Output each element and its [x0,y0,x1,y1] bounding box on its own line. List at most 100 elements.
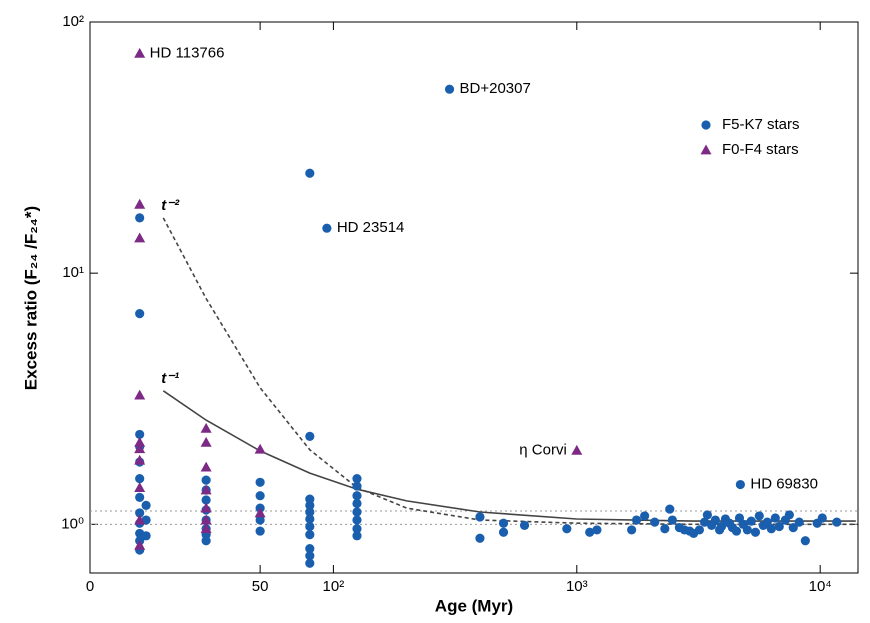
circle-point [135,213,145,223]
circle-point [352,515,362,525]
circle-point [754,511,764,521]
circle-point [352,524,362,534]
y-tick-label: 10¹ [62,264,84,281]
circle-point [352,498,362,509]
x-axis-label: Age (Myr) [435,596,513,615]
point-label: η Corvi [519,441,567,458]
triangle-point [134,539,146,550]
circle-point [201,495,211,505]
circle-point [766,524,776,534]
circle-point [592,525,602,535]
triangle-point [200,523,212,534]
circle-point [832,517,842,527]
y-tick-label: 10⁰ [61,515,84,532]
triangle-point [134,443,146,454]
legend-label: F5-K7 stars [722,116,800,133]
x-tick-label: 10² [323,578,345,595]
circle-point [498,518,509,528]
circle-point [305,431,315,441]
triangle-point [200,514,212,525]
circle-point [255,477,265,487]
triangle-point [200,422,212,433]
circle-point [305,521,315,532]
triangle-point [200,484,212,495]
circle-point [352,481,362,491]
circle-point [631,515,642,525]
circle-point [135,429,145,440]
model-curve [162,390,856,522]
circle-point [305,551,315,561]
curve-label: t⁻¹ [161,370,179,387]
circle-point [699,517,710,527]
triangle-point [134,389,146,400]
circle-point [305,544,315,554]
circle-point [305,168,315,178]
circle-point [305,507,315,517]
triangle-point [134,436,146,447]
triangle-point [134,232,146,243]
circle-point [627,525,637,535]
circle-point [135,492,145,502]
circle-point [201,536,211,546]
circle-point [660,524,670,534]
legend-marker [700,144,712,155]
x-tick-label: 10³ [566,578,588,595]
circle-point [710,515,720,525]
circle-point [135,508,145,518]
circle-point [794,517,804,527]
circle-point [255,491,265,501]
circle-point [731,526,742,536]
circle-point [141,531,151,541]
circle-point [788,523,798,533]
circle-point [305,500,315,510]
circle-point [498,527,509,537]
triangle-point [200,502,212,513]
circle-point [640,511,650,521]
circle-point [770,513,780,523]
triangle-point [200,461,212,472]
triangle-point [254,507,266,518]
legend-label: F0-F4 stars [722,141,799,158]
circle-point [201,475,211,485]
circle-point [475,533,485,543]
circle-point [135,309,145,319]
circle-point [135,474,145,484]
circle-point [735,479,745,490]
circle-point [305,558,315,568]
circle-point [774,521,784,532]
circle-point [702,510,712,520]
circle-point [255,526,265,536]
circle-point [322,223,332,233]
point-label: HD 69830 [750,476,818,493]
circle-point [444,84,455,94]
circle-point [784,510,794,520]
x-tick-label: 50 [252,578,269,595]
x-tick-label: 10⁴ [809,578,832,595]
circle-point [650,517,660,527]
circle-point [255,515,265,525]
triangle-point [134,482,146,493]
circle-point [716,521,727,532]
circle-point [746,516,756,526]
circle-point [352,474,362,484]
circle-point [694,525,705,535]
triangle-point [254,443,266,454]
circle-point [665,504,675,514]
circle-point [352,531,362,541]
triangle-point [571,444,583,455]
circle-point [519,520,530,531]
y-tick-label: 10² [62,13,84,30]
y-axis-label: Excess ratio (F₂₄ /F₂₄*) [21,206,40,390]
circle-point [352,491,362,501]
triangle-point [134,514,146,525]
x-tick-label: 0 [86,578,94,595]
triangle-point [134,47,146,58]
circle-point [475,512,485,522]
circle-point [762,517,772,527]
triangle-point [200,436,212,447]
circle-point [800,536,810,546]
point-label: BD+20307 [460,80,531,97]
circle-point [562,524,572,534]
circle-point [667,515,677,525]
